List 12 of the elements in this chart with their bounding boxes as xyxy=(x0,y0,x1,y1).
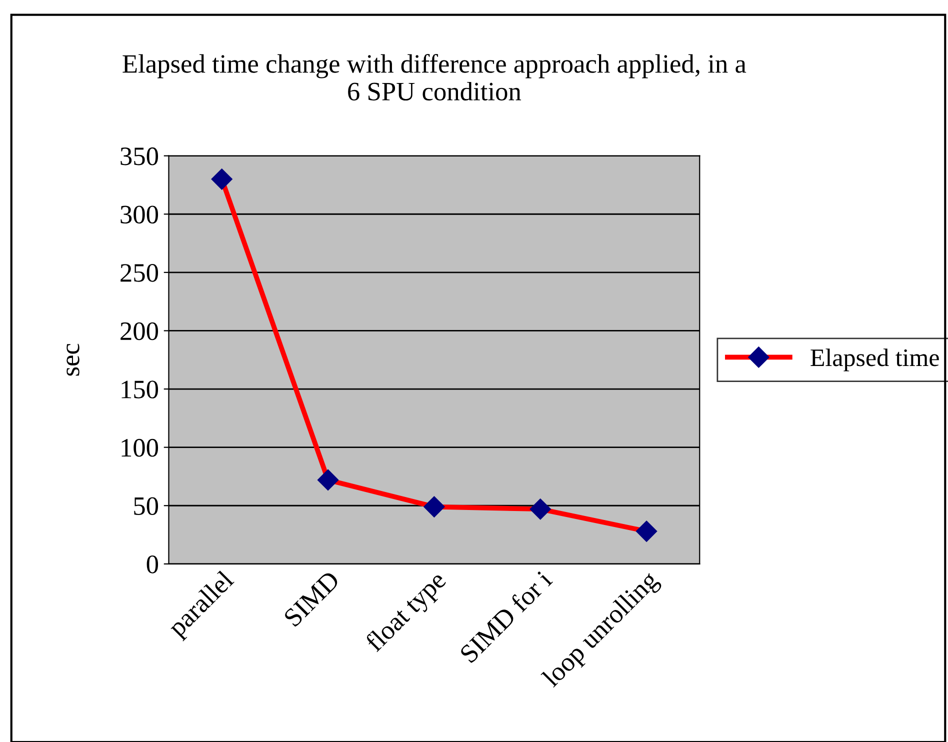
y-tick-label: 250 xyxy=(120,264,158,282)
y-tick-label: 50 xyxy=(134,497,158,516)
y-tick-label: 300 xyxy=(120,206,158,224)
y-tick-label: 100 xyxy=(122,438,158,457)
y-axis-title: sec xyxy=(66,344,80,376)
y-tick-label: 200 xyxy=(120,322,158,340)
chart-title: Elapsed time change with difference approach applied, in a 6 SPU condition xyxy=(122,54,746,101)
legend-label: Elapsed time xyxy=(810,348,939,372)
y-tick-label: 150 xyxy=(122,380,158,398)
y-tick-label: 0 xyxy=(146,556,158,574)
y-tick-label: 350 xyxy=(120,147,158,166)
x-tick-label: float type xyxy=(364,569,451,656)
